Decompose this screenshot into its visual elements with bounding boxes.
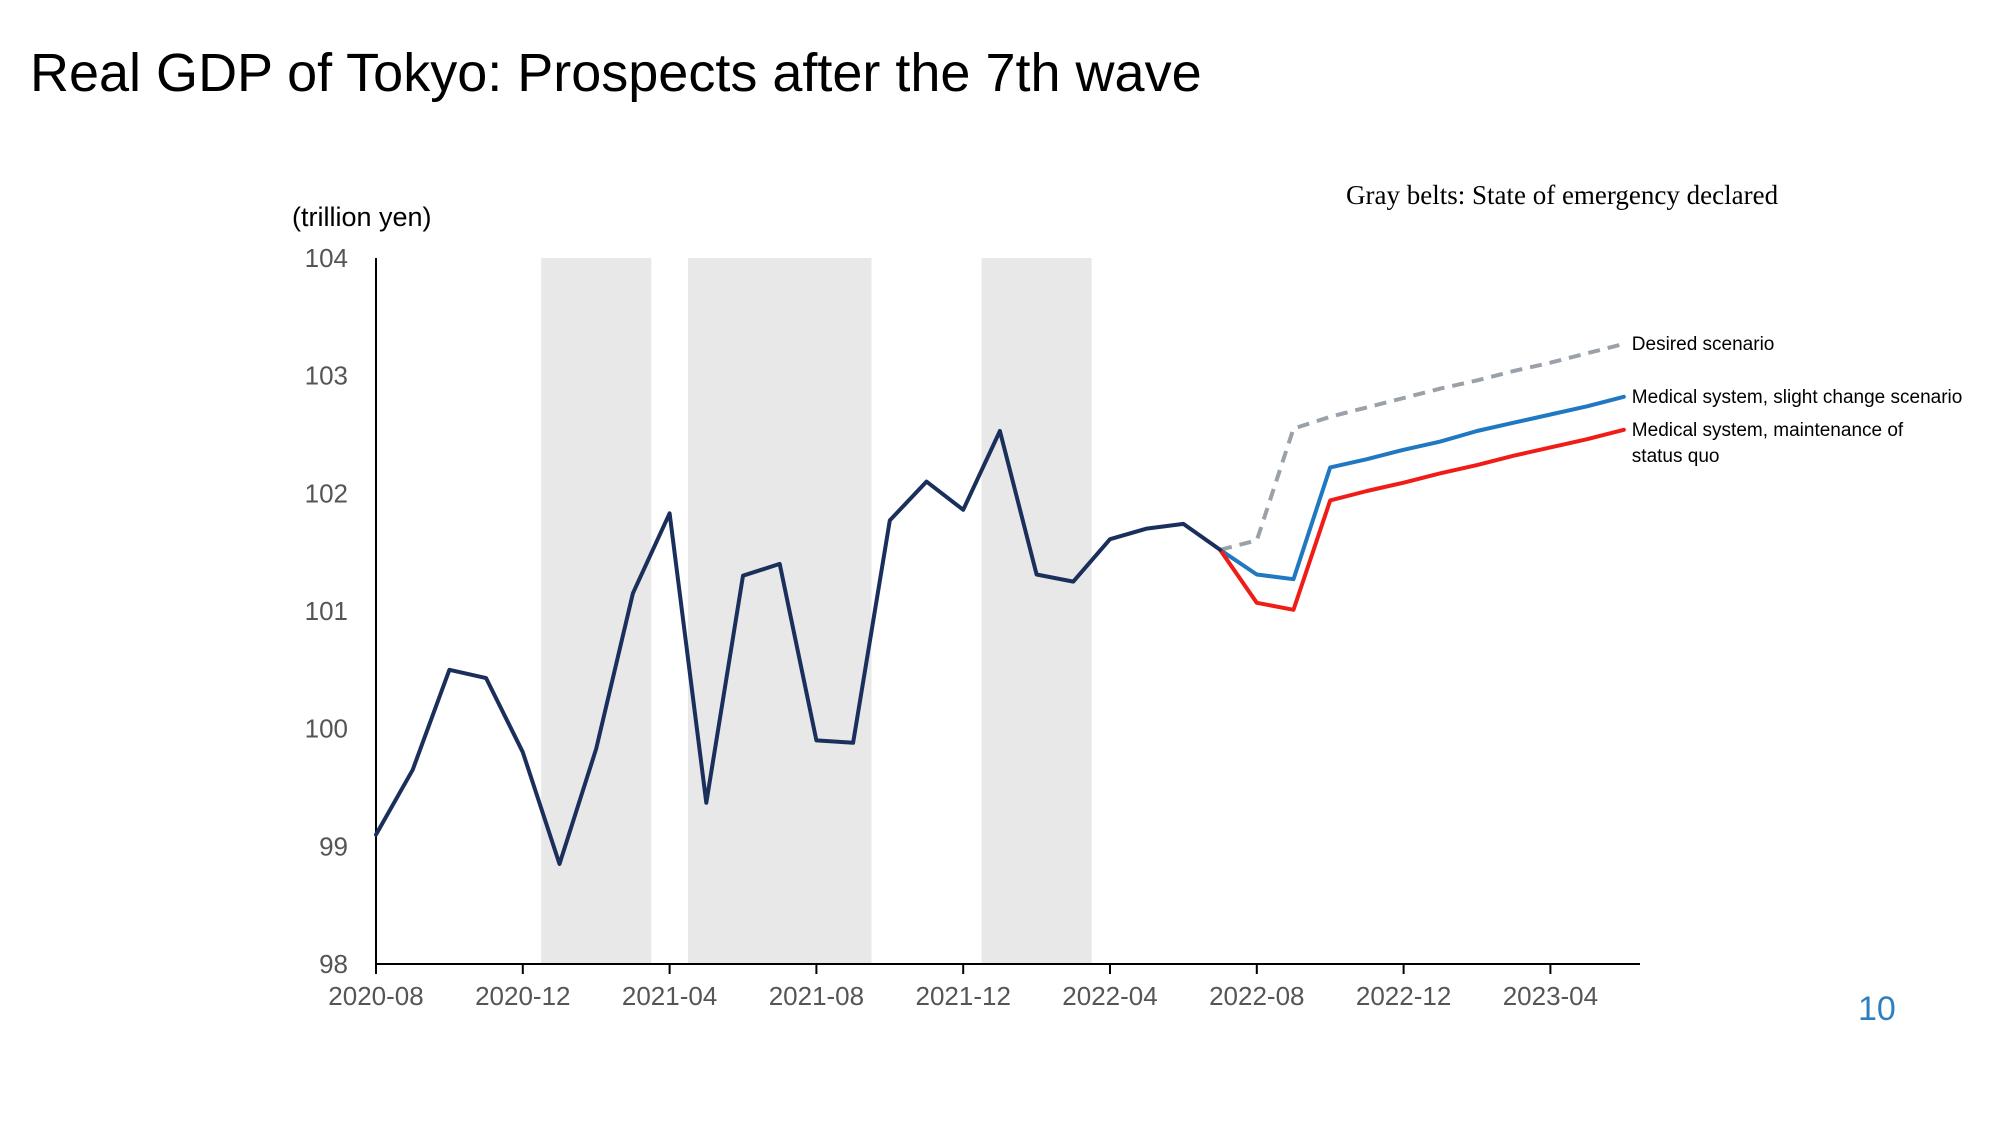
x-tick-label-2022-12: 2022-12 <box>1356 981 1451 1011</box>
emergency-note: Gray belts: State of emergency declared <box>1346 180 1779 210</box>
x-tick-label-2020-08: 2020-08 <box>328 981 423 1011</box>
y-tick-label-101: 101 <box>305 596 348 626</box>
series-lines <box>374 341 1626 866</box>
y-tick-label-103: 103 <box>305 361 348 391</box>
emergency-band-0 <box>541 258 652 964</box>
x-tick-label-2021-04: 2021-04 <box>622 981 717 1011</box>
y-tick-label-102: 102 <box>305 478 348 508</box>
series-line-desired-scenario <box>1219 341 1625 552</box>
emergency-band-1 <box>687 258 872 964</box>
x-tick-label-2020-12: 2020-12 <box>475 981 570 1011</box>
emergency-band-2 <box>981 258 1092 964</box>
y-tick-label-99: 99 <box>319 831 348 861</box>
series-label-line: Medical system, maintenance of <box>1632 420 1904 441</box>
series-line-medical-system-slight-change-scenario <box>1218 394 1626 582</box>
series-label-line: status quo <box>1632 446 1720 467</box>
series-line-actual <box>374 429 1223 866</box>
x-tick-label-2023-04: 2023-04 <box>1503 981 1598 1011</box>
chart-axes <box>375 258 1640 965</box>
emergency-bands <box>541 258 1092 964</box>
y-tick-labels: 98 99 100 101 102 103 104 <box>305 243 348 979</box>
x-tick-label-2022-08: 2022-08 <box>1209 981 1304 1011</box>
x-tick-labels: 2020-08 2020-12 2021-04 2021-08 2021-12 2022-… <box>328 964 1598 1011</box>
x-tick-label-2021-08: 2021-08 <box>769 981 864 1011</box>
series-label-0: Desired scenario <box>1632 334 1775 355</box>
y-tick-label-104: 104 <box>305 243 348 273</box>
y-tick-label-100: 100 <box>305 714 348 744</box>
series-label-2: Medical system, maintenance of status quo <box>1632 420 1904 467</box>
series-label-line: Medical system, slight change scenario <box>1632 387 1963 408</box>
x-tick-label-2021-12: 2021-12 <box>915 981 1010 1011</box>
page-number: 10 <box>1858 990 1896 1028</box>
series-label-1: Medical system, slight change scenario <box>1632 387 1963 408</box>
y-tick-label-98: 98 <box>319 949 348 979</box>
slide-title: Real GDP of Tokyo: Prospects after the 7… <box>30 43 1202 103</box>
series-labels: Desired scenario Medical system, slight c… <box>1632 334 1963 467</box>
x-tick-label-2022-04: 2022-04 <box>1062 981 1157 1011</box>
y-axis-unit-label: (trillion yen) <box>292 202 432 232</box>
series-label-line: Desired scenario <box>1632 334 1775 355</box>
series-line-medical-system-maintenance-of-status-quo <box>1218 427 1626 612</box>
